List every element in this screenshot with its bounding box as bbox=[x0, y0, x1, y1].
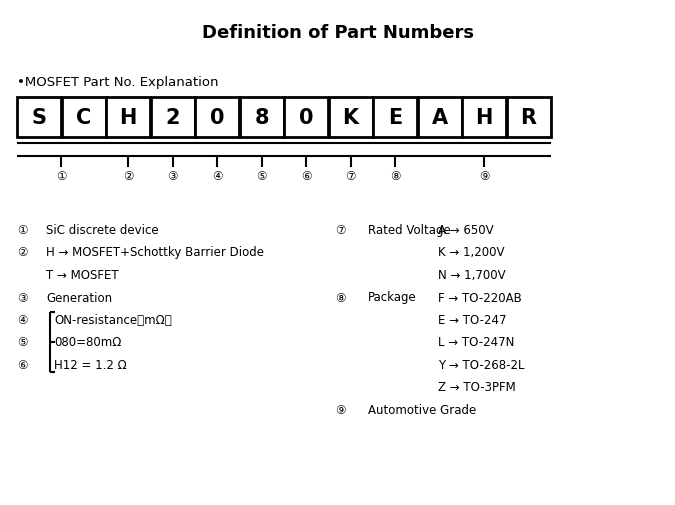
Text: Z → TO-3PFM: Z → TO-3PFM bbox=[438, 381, 516, 394]
Text: Definition of Part Numbers: Definition of Part Numbers bbox=[202, 24, 473, 42]
Bar bbox=[506, 98, 551, 138]
Text: ⑥: ⑥ bbox=[17, 358, 28, 371]
Text: ②: ② bbox=[123, 170, 133, 183]
Text: C: C bbox=[76, 108, 91, 128]
Text: H: H bbox=[475, 108, 493, 128]
Bar bbox=[284, 98, 328, 138]
Text: ⑧: ⑧ bbox=[389, 170, 400, 183]
Text: ON-resistance［mΩ］: ON-resistance［mΩ］ bbox=[54, 314, 171, 326]
Text: ⑦: ⑦ bbox=[345, 170, 356, 183]
Text: ④: ④ bbox=[212, 170, 222, 183]
Text: SiC discrete device: SiC discrete device bbox=[46, 224, 159, 236]
Bar bbox=[329, 98, 373, 138]
Text: 2: 2 bbox=[165, 108, 180, 128]
Text: ②: ② bbox=[17, 246, 28, 259]
Text: T → MOSFET: T → MOSFET bbox=[46, 269, 119, 281]
Text: Generation: Generation bbox=[46, 291, 112, 304]
Text: ⑥: ⑥ bbox=[301, 170, 311, 183]
Text: ①: ① bbox=[17, 224, 28, 236]
Text: ⑧: ⑧ bbox=[335, 291, 346, 304]
Text: ③: ③ bbox=[17, 291, 28, 304]
Bar bbox=[151, 98, 194, 138]
Bar bbox=[462, 98, 506, 138]
Text: •MOSFET Part No. Explanation: •MOSFET Part No. Explanation bbox=[17, 76, 219, 89]
Text: ③: ③ bbox=[167, 170, 178, 183]
Text: F → TO-220AB: F → TO-220AB bbox=[438, 291, 522, 304]
Bar bbox=[61, 98, 105, 138]
Bar bbox=[418, 98, 462, 138]
Bar bbox=[195, 98, 239, 138]
Text: 8: 8 bbox=[254, 108, 269, 128]
Text: ⑤: ⑤ bbox=[17, 336, 28, 349]
Text: Rated Voltage: Rated Voltage bbox=[368, 224, 451, 236]
Text: N → 1,700V: N → 1,700V bbox=[438, 269, 506, 281]
Text: Package: Package bbox=[368, 291, 416, 304]
Text: H: H bbox=[119, 108, 136, 128]
Text: ⑤: ⑤ bbox=[256, 170, 267, 183]
Text: ④: ④ bbox=[17, 314, 28, 326]
Text: H → MOSFET+Schottky Barrier Diode: H → MOSFET+Schottky Barrier Diode bbox=[46, 246, 264, 259]
Text: 0: 0 bbox=[210, 108, 224, 128]
Bar bbox=[240, 98, 284, 138]
Text: ①: ① bbox=[56, 170, 67, 183]
Text: 0: 0 bbox=[299, 108, 313, 128]
Text: ⑦: ⑦ bbox=[335, 224, 346, 236]
Text: A: A bbox=[431, 108, 448, 128]
Text: E → TO-247: E → TO-247 bbox=[438, 314, 506, 326]
Text: ⑨: ⑨ bbox=[479, 170, 489, 183]
Bar bbox=[17, 98, 61, 138]
Text: A → 650V: A → 650V bbox=[438, 224, 493, 236]
Text: ⑨: ⑨ bbox=[335, 403, 346, 416]
Text: Automotive Grade: Automotive Grade bbox=[368, 403, 477, 416]
Text: L → TO-247N: L → TO-247N bbox=[438, 336, 514, 349]
Text: 080=80mΩ: 080=80mΩ bbox=[54, 336, 122, 349]
Text: H12 = 1.2 Ω: H12 = 1.2 Ω bbox=[54, 358, 127, 371]
Text: R: R bbox=[520, 108, 537, 128]
Bar bbox=[373, 98, 417, 138]
Text: E: E bbox=[388, 108, 402, 128]
Text: K → 1,200V: K → 1,200V bbox=[438, 246, 504, 259]
Bar bbox=[106, 98, 150, 138]
Text: K: K bbox=[342, 108, 358, 128]
Text: S: S bbox=[32, 108, 47, 128]
Text: Y → TO-268-2L: Y → TO-268-2L bbox=[438, 358, 524, 371]
